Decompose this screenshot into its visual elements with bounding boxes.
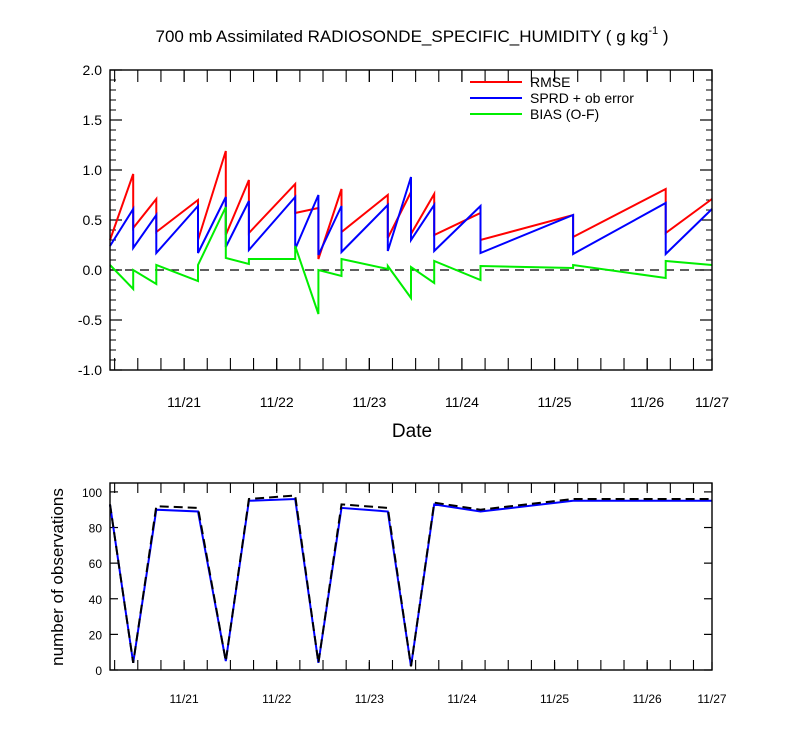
chart-title-suffix: ) — [658, 27, 668, 46]
y-tick-label: 80 — [89, 522, 103, 536]
y-tick-label: 1.5 — [83, 112, 103, 128]
x-tick-label: 11/27 — [697, 692, 726, 706]
y-tick-label: 0 — [95, 664, 102, 678]
y-tick-label: 2.0 — [83, 62, 103, 78]
y-tick-label: 20 — [89, 628, 103, 642]
x-tick-label: 11/26 — [630, 394, 664, 410]
y-tick-label: -1.0 — [78, 362, 102, 378]
bottom-series-group — [109, 494, 712, 667]
y-tick-label: 0.0 — [83, 262, 103, 278]
legend: RMSE SPRD + ob error BIAS (O-F) — [470, 74, 634, 122]
y-tick-label: 100 — [82, 486, 102, 500]
series-line-rmse — [109, 150, 713, 260]
x-tick-label: 11/23 — [355, 692, 384, 706]
x-tick-label: 11/21 — [167, 394, 201, 410]
series-line-assimilated — [109, 497, 712, 667]
chart-title-superscript: -1 — [648, 25, 658, 37]
y-tick-label: 0.5 — [83, 212, 103, 228]
y-axis-label-observations: number of observations — [48, 488, 67, 666]
series-line-bias-o-f — [109, 206, 713, 315]
y-tick-label: 1.0 — [83, 162, 103, 178]
top-panel: 700 mb Assimilated RADIOSONDE_SPECIFIC_H… — [78, 25, 729, 442]
top-x-ticks: 11/21 11/22 11/23 11/24 11/25 11/26 11/27 — [114, 70, 729, 410]
series-line-possible — [109, 494, 712, 667]
legend-label-bias: BIAS (O-F) — [530, 106, 599, 122]
x-tick-label: 11/22 — [260, 394, 294, 410]
y-tick-label: -0.5 — [78, 312, 102, 328]
chart-title-main: 700 mb Assimilated RADIOSONDE_SPECIFIC_H… — [156, 27, 649, 46]
top-series-group — [109, 150, 713, 315]
x-tick-label: 11/23 — [352, 394, 386, 410]
bottom-y-ticks: 0 20 40 60 80 100 — [82, 486, 712, 678]
x-tick-label: 11/24 — [445, 394, 479, 410]
y-tick-label: 40 — [89, 593, 103, 607]
x-tick-label: 11/24 — [447, 692, 476, 706]
x-tick-label: 11/26 — [633, 692, 662, 706]
x-tick-label: 11/22 — [262, 692, 291, 706]
x-tick-label: 11/25 — [540, 692, 569, 706]
legend-label-sprd: SPRD + ob error — [530, 90, 634, 106]
top-plot-frame — [109, 69, 713, 371]
legend-label-rmse: RMSE — [530, 74, 570, 90]
x-axis-label: Date — [392, 421, 432, 442]
series-line-sprd-ob-error — [109, 176, 713, 257]
x-tick-label: 11/25 — [538, 394, 572, 410]
x-tick-label: 11/27 — [695, 394, 729, 410]
bottom-x-ticks: 11/21 11/22 11/23 11/24 11/25 11/26 11/27 — [114, 483, 727, 706]
chart-title: 700 mb Assimilated RADIOSONDE_SPECIFIC_H… — [156, 25, 669, 46]
bottom-plot-frame — [109, 482, 713, 671]
x-tick-label: 11/21 — [170, 692, 199, 706]
y-tick-label: 60 — [89, 557, 103, 571]
